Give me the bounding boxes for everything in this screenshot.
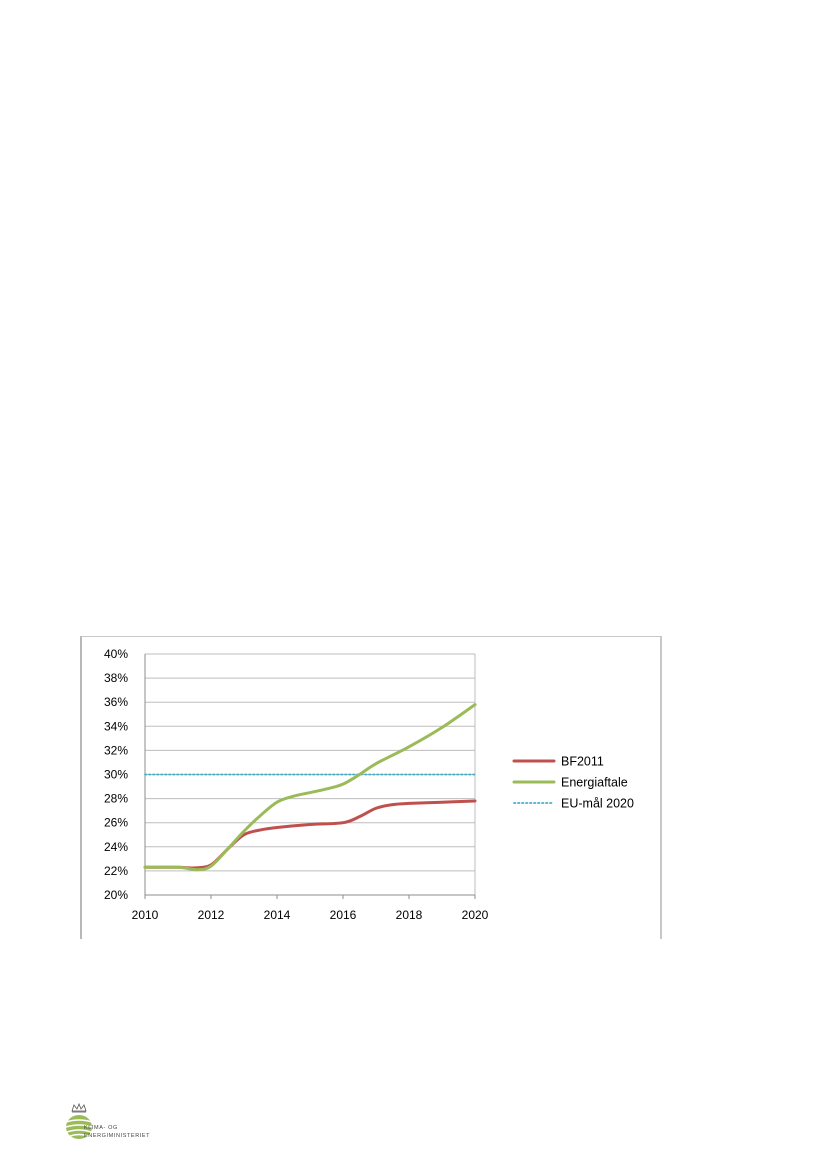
- legend-label-1: Energiaftale: [561, 776, 628, 790]
- line-chart: 20%22%24%26%28%30%32%34%36%38%40% 2010 20…: [104, 647, 634, 922]
- y-tick-label: 40%: [104, 647, 128, 661]
- logo-text: KLIMA- OG ENERGIMINISTERIET: [84, 1124, 150, 1140]
- legend-label-0: BF2011: [561, 755, 604, 769]
- series-lines: [143, 703, 477, 872]
- y-tick-label: 20%: [104, 888, 128, 902]
- y-tick-label: 24%: [104, 840, 128, 854]
- y-tick-label: 22%: [104, 864, 128, 878]
- legend: BF2011 Energiaftale EU-mål 2020: [512, 755, 634, 811]
- globe-icon: [65, 1115, 93, 1139]
- crown-icon: [71, 1102, 87, 1113]
- x-tick-labels: 2010 2012 2014 2016 2018 2020: [132, 908, 489, 922]
- x-tick-label: 2014: [264, 908, 291, 922]
- y-tick-label: 34%: [104, 719, 128, 733]
- legend-label-2: EU-mål 2020: [561, 797, 634, 811]
- y-tick-labels: 20% 22% 24% 26% 28% 30% 32% 34% 36% 38% 40%: [104, 647, 128, 902]
- ministry-logo: [65, 1102, 93, 1139]
- y-tick-label: 36%: [104, 695, 128, 709]
- x-tick-label: 2020: [462, 908, 489, 922]
- chart-frame: 20% 22% 24% 26% 28% 30% 32% 34% 36% 38% 40% 2010 20…: [80, 636, 662, 939]
- logo-line-2: ENERGIMINISTERIET: [84, 1133, 151, 1139]
- x-tick-label: 2016: [330, 908, 357, 922]
- y-tick-label: 26%: [104, 816, 128, 830]
- x-tick-label: 2010: [132, 908, 159, 922]
- y-tick-label: 30%: [104, 768, 128, 782]
- y-tick-label: 28%: [104, 792, 128, 806]
- x-tick-label: 2018: [396, 908, 423, 922]
- axes: [144, 654, 476, 899]
- y-tick-label: 32%: [104, 743, 128, 757]
- y-tick-label: 38%: [104, 671, 128, 685]
- logo-line-1: KLIMA- OG: [84, 1125, 118, 1131]
- x-tick-label: 2012: [198, 908, 225, 922]
- series-line-1: [143, 703, 477, 872]
- series-line-0: [143, 799, 477, 870]
